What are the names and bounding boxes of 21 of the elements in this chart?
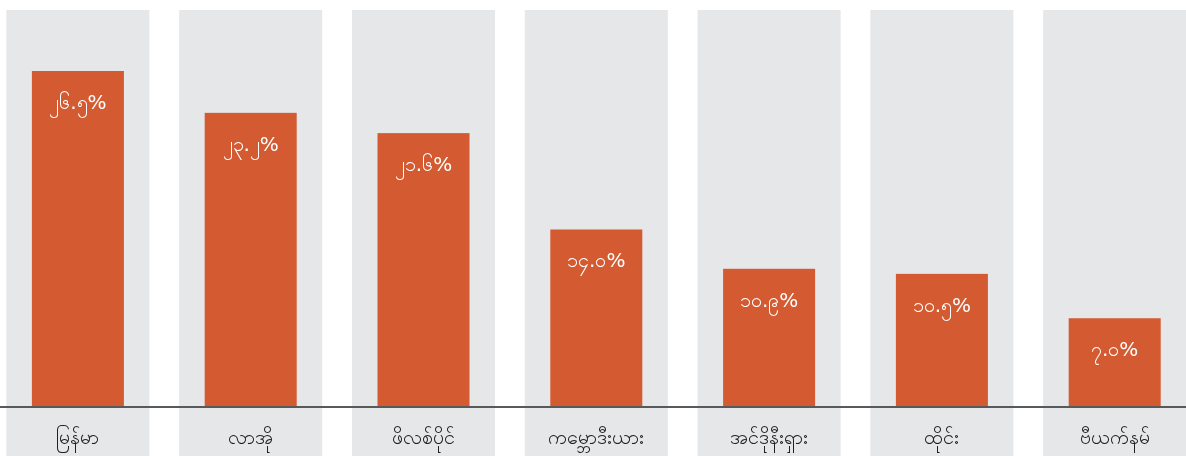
- x-tick-label: ကမ္ဘောဒီးယား: [548, 425, 645, 453]
- data-label: ၁၀.၅%: [912, 292, 972, 321]
- x-tick-label: ထိုင်း: [924, 425, 960, 453]
- data-label: ၁၀.၉%: [739, 287, 799, 316]
- bar: [204, 112, 297, 407]
- bar: [31, 71, 124, 407]
- data-label: ၂၆.၅%: [49, 90, 107, 118]
- x-tick-label: လာအို: [228, 425, 274, 453]
- bar: [723, 268, 816, 407]
- x-tick-label: ဖိလစ်ပိုင်: [392, 425, 455, 453]
- bar: [550, 229, 643, 407]
- data-label: ၇.၀%: [1091, 337, 1139, 366]
- x-tick-label: မြန်မာ: [56, 425, 100, 453]
- x-tick-label: ဗီယက်နမ်: [1079, 425, 1150, 453]
- data-label: ၂၁.၆%: [394, 152, 453, 181]
- data-label: ၂၃.၂%: [222, 131, 279, 160]
- bar: [895, 273, 988, 407]
- bar: [1068, 318, 1161, 407]
- x-tick-label: အင်ဒိုနီးရှား: [730, 425, 809, 453]
- bar: [377, 133, 470, 407]
- data-label: ၁၄.၀%: [567, 248, 626, 277]
